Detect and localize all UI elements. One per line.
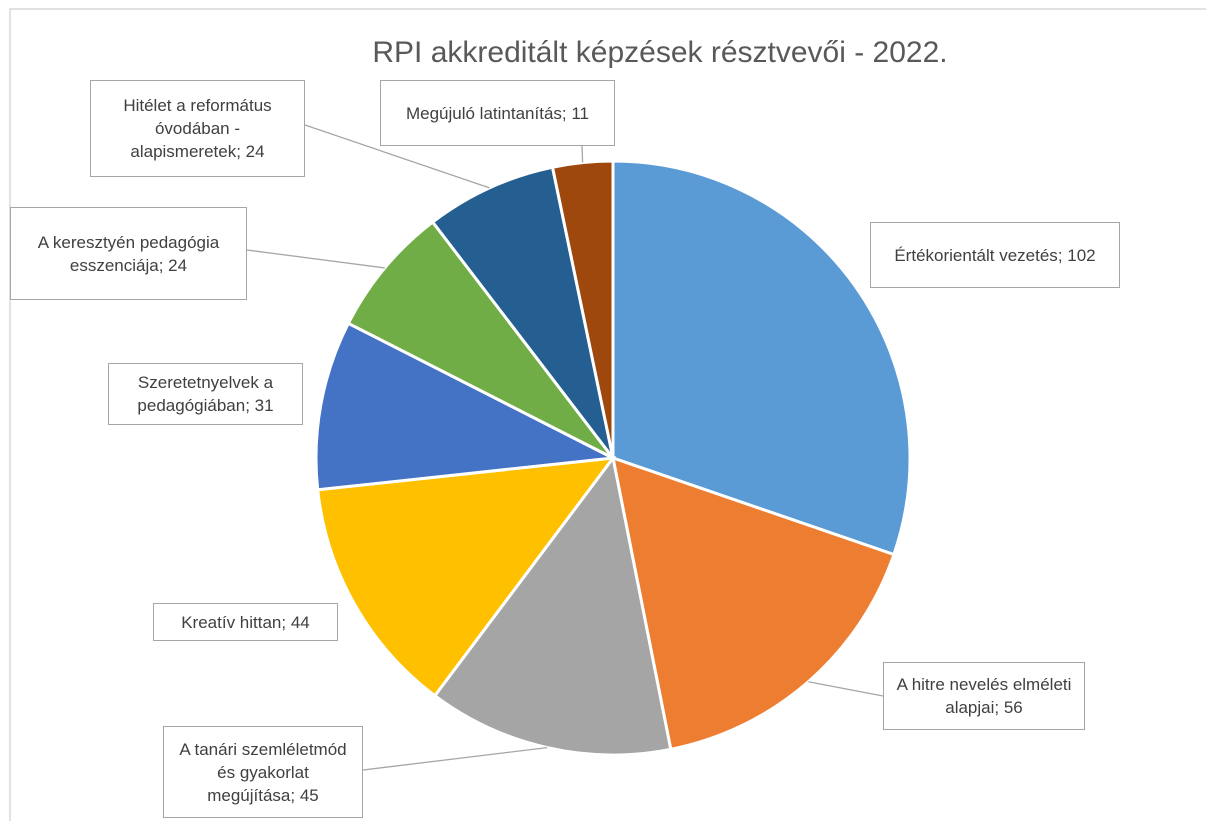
data-label: Hitélet a református óvodában - alapisme… bbox=[90, 80, 305, 177]
pie-slice bbox=[611, 455, 896, 752]
data-label-category: Kreatív hittan bbox=[181, 612, 282, 632]
data-label-category: A tanári szemléletmód és gyakorlat megúj… bbox=[179, 739, 347, 805]
data-label: Kreatív hittan; 44 bbox=[153, 603, 338, 641]
data-label-text: A keresztyén pedagógia esszenciája; 24 bbox=[19, 231, 238, 277]
leader-line bbox=[246, 249, 385, 269]
data-label: A tanári szemléletmód és gyakorlat megúj… bbox=[163, 726, 363, 818]
data-label: Értékorientált vezetés; 102 bbox=[870, 222, 1120, 288]
data-label-category: Értékorientált vezetés bbox=[894, 245, 1058, 265]
data-label: Megújuló latintanítás; 11 bbox=[380, 80, 615, 146]
pie-slice bbox=[550, 159, 615, 459]
data-label-value: 24 bbox=[168, 255, 188, 275]
data-label-text: A tanári szemléletmód és gyakorlat megúj… bbox=[172, 738, 354, 807]
leader-line bbox=[304, 124, 490, 189]
pie-slice bbox=[314, 321, 619, 492]
data-label-text: Megújuló latintanítás; 11 bbox=[406, 102, 589, 125]
leader-line bbox=[362, 746, 548, 771]
data-label: A hitre nevelés elméleti alapjai; 56 bbox=[883, 662, 1085, 730]
data-label-category: A keresztyén pedagógia esszenciája bbox=[37, 232, 220, 275]
data-label-category: Megújuló latintanítás bbox=[405, 103, 562, 123]
leader-line bbox=[808, 681, 884, 697]
data-label-text: Értékorientált vezetés; 102 bbox=[894, 244, 1095, 267]
data-label-separator: ; bbox=[245, 396, 255, 415]
pie-slice bbox=[316, 456, 617, 698]
data-label-separator: ; bbox=[561, 103, 572, 123]
data-label-value: 24 bbox=[245, 142, 265, 161]
data-label-value: 102 bbox=[1067, 245, 1096, 265]
data-label-separator: ; bbox=[994, 698, 1004, 717]
data-label-value: 56 bbox=[1003, 698, 1023, 717]
data-label-value: 44 bbox=[290, 612, 310, 632]
data-label-value: 11 bbox=[571, 103, 590, 123]
data-label-separator: ; bbox=[158, 255, 169, 275]
data-label-text: Kreatív hittan; 44 bbox=[181, 611, 310, 634]
chart-title: RPI akkreditált képzések résztvevői - 20… bbox=[372, 36, 948, 69]
chart-border bbox=[9, 8, 1206, 821]
data-label: Szeretetnyelvek a pedagógiában; 31 bbox=[108, 363, 303, 425]
pie-slice bbox=[430, 165, 615, 459]
data-label-separator: ; bbox=[281, 612, 291, 632]
data-label-text: Szeretetnyelvek a pedagógiában; 31 bbox=[117, 371, 294, 417]
data-label-value: 31 bbox=[254, 396, 274, 415]
data-label-text: A hitre nevelés elméleti alapjai; 56 bbox=[892, 673, 1076, 719]
data-label-category: Hitélet a református óvodában - alapisme… bbox=[123, 96, 272, 161]
data-label-separator: ; bbox=[1057, 245, 1068, 265]
data-label-separator: ; bbox=[236, 142, 246, 161]
data-label-category: Szeretetnyelvek a pedagógiában bbox=[137, 373, 274, 415]
data-label: A keresztyén pedagógia esszenciája; 24 bbox=[10, 207, 247, 300]
data-label-value: 45 bbox=[299, 785, 319, 805]
pie-slice bbox=[611, 159, 912, 557]
data-label-separator: ; bbox=[290, 785, 300, 805]
leader-line bbox=[581, 145, 584, 163]
data-label-category: A hitre nevelés elméleti alapjai bbox=[896, 675, 1072, 717]
data-label-text: Hitélet a református óvodában - alapisme… bbox=[99, 94, 296, 163]
